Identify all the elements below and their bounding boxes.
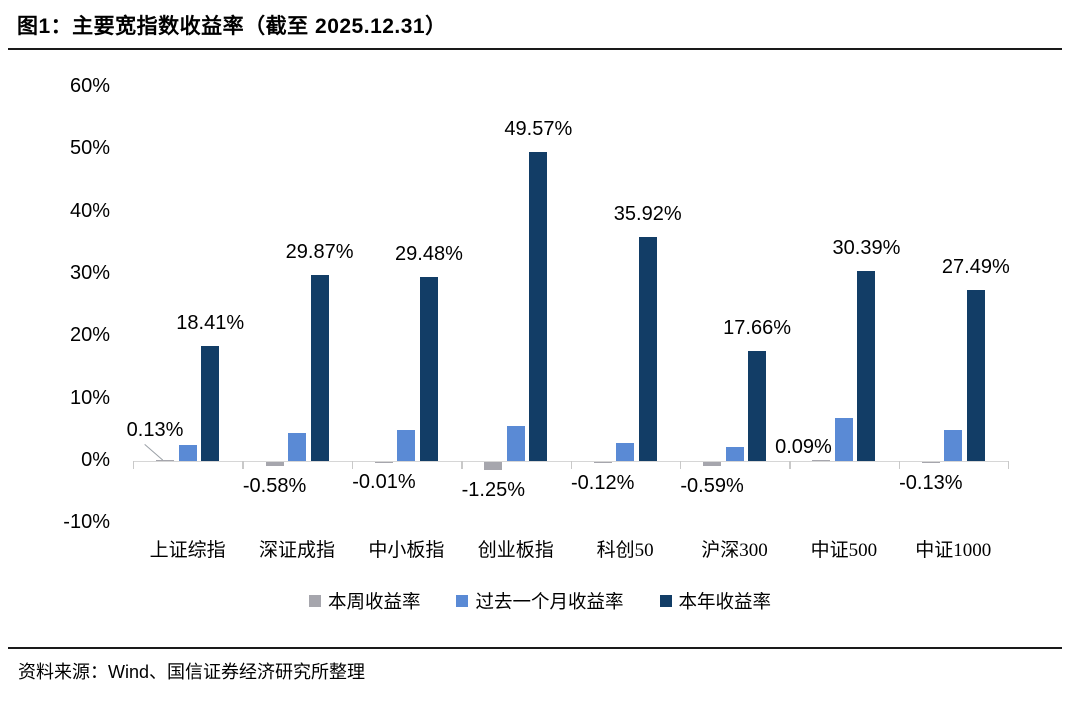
bar-本年收益率-创业板指	[529, 151, 548, 461]
bar-本年收益率-科创50	[638, 236, 657, 461]
legend-item-过去一个月收益率: 过去一个月收益率	[456, 588, 624, 614]
y-axis-tick-label: 20%	[69, 324, 110, 347]
y-axis-tick-label: 10%	[69, 386, 110, 409]
data-label: 30.39%	[832, 237, 901, 260]
data-label: 49.57%	[504, 117, 573, 140]
category-label-上证综指: 上证综指	[149, 540, 226, 561]
bar-过去一个月收益率-中证1000	[944, 429, 963, 461]
bar-本年收益率-中小板指	[419, 277, 438, 461]
legend-swatch	[308, 595, 321, 607]
data-label: -1.25%	[461, 478, 525, 501]
x-axis-tick	[461, 461, 463, 469]
bar-本周收益率-上证综指	[156, 460, 175, 461]
chart-legend: 本周收益率 过去一个月收益率 本年收益率	[0, 588, 1080, 614]
y-axis-tick-label: 60%	[69, 74, 110, 97]
x-axis-tick	[789, 461, 791, 469]
footer-divider	[8, 647, 1062, 649]
category-label-深证成指: 深证成指	[259, 540, 336, 561]
data-label: -0.01%	[352, 471, 416, 494]
y-axis-tick-label: 40%	[69, 199, 110, 222]
data-label: -0.59%	[680, 474, 744, 497]
legend-item-本年收益率: 本年收益率	[659, 588, 772, 614]
x-axis-tick	[351, 461, 354, 469]
data-label: 35.92%	[613, 202, 682, 225]
data-label: 27.49%	[941, 255, 1010, 278]
category-label-沪深300: 沪深300	[701, 540, 768, 561]
bar-本周收益率-科创50	[593, 462, 612, 463]
y-axis-tick-label: 30%	[69, 261, 110, 284]
y-axis-tick-label: 50%	[69, 137, 110, 160]
figure-title: 图1：主要宽指数收益率（截至 2025.12.31）	[17, 15, 447, 38]
bar-过去一个月收益率-科创50	[616, 442, 635, 461]
bar-本周收益率-中证500	[812, 460, 831, 461]
category-label-中证1000: 中证1000	[915, 540, 992, 561]
bar-过去一个月收益率-创业板指	[506, 426, 525, 461]
bar-本年收益率-中证1000	[966, 289, 985, 461]
data-label: 18.41%	[176, 312, 245, 335]
legend-swatch	[456, 595, 469, 607]
category-label-中小板指: 中小板指	[368, 540, 445, 561]
data-label-leader-line	[144, 444, 164, 461]
bar-本周收益率-中小板指	[374, 462, 393, 463]
x-axis-tick	[1008, 461, 1010, 469]
category-label-中证500: 中证500	[810, 540, 878, 561]
legend-label: 过去一个月收益率	[475, 593, 624, 613]
bar-本周收益率-深证成指	[265, 462, 284, 466]
x-axis-tick	[133, 461, 135, 469]
legend-item-本周收益率: 本周收益率	[308, 588, 421, 614]
bar-过去一个月收益率-中小板指	[397, 429, 416, 461]
source-note: 资料来源：Wind、国信证券经济研究所整理	[18, 662, 366, 682]
y-axis-tick-label: 0%	[81, 449, 110, 471]
data-label: 0.13%	[126, 419, 184, 441]
legend-swatch	[659, 595, 672, 607]
legend-label: 本年收益率	[678, 593, 772, 613]
bar-过去一个月收益率-中证500	[834, 417, 853, 461]
x-axis-tick	[242, 461, 244, 469]
data-label: 17.66%	[723, 316, 791, 339]
bar-本年收益率-中证500	[857, 271, 876, 461]
data-label: -0.13%	[899, 471, 963, 494]
bar-本年收益率-深证成指	[310, 274, 329, 461]
title-divider	[8, 48, 1062, 50]
category-label-科创50: 科创50	[596, 540, 654, 561]
data-label: -0.58%	[242, 474, 307, 497]
data-label: 0.09%	[775, 436, 832, 458]
bar-过去一个月收益率-深证成指	[288, 432, 307, 461]
bar-过去一个月收益率-上证综指	[178, 445, 197, 461]
x-axis-tick	[898, 461, 901, 469]
category-label-创业板指: 创业板指	[477, 540, 554, 561]
y-axis-tick-label: -10%	[63, 511, 110, 534]
bar-过去一个月收益率-沪深300	[725, 446, 744, 461]
bar-本周收益率-中证1000	[921, 462, 940, 463]
data-label: -0.12%	[571, 471, 635, 494]
bar-本年收益率-上证综指	[201, 346, 220, 461]
data-label: 29.48%	[395, 243, 463, 266]
x-axis-tick	[570, 461, 572, 469]
bar-本周收益率-创业板指	[484, 462, 503, 470]
bar-本年收益率-沪深300	[748, 350, 767, 461]
x-axis-tick	[679, 461, 682, 469]
data-label: 29.87%	[285, 240, 354, 263]
legend-label: 本周收益率	[327, 593, 421, 613]
bar-本周收益率-沪深300	[703, 462, 722, 466]
